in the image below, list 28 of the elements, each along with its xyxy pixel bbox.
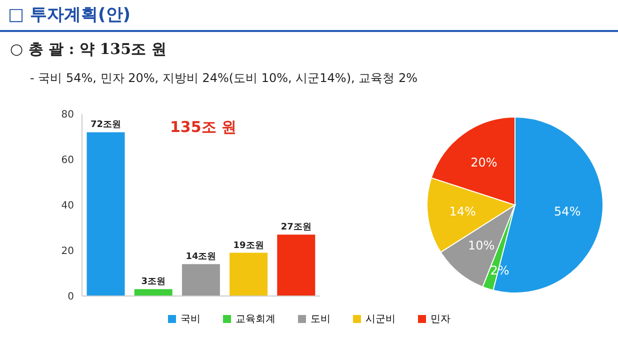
legend-label: 민자: [430, 313, 450, 326]
data-label: 14%: [449, 204, 476, 219]
chart-title: □ 투자계획(안): [8, 4, 131, 26]
y-tick-label: 20: [61, 246, 74, 258]
y-tick-label: 0: [68, 292, 74, 303]
y-tick-label: 40: [61, 200, 74, 212]
legend-label: 시군비: [364, 313, 396, 326]
bar: [277, 234, 316, 296]
annotation: 135조 원: [170, 118, 237, 137]
data-label: 3조원: [141, 277, 166, 288]
bar: [134, 289, 172, 296]
legend-label: 도비: [310, 313, 330, 326]
bar: [230, 252, 268, 296]
bar: [182, 264, 220, 296]
data-label: 20%: [470, 155, 498, 170]
data-label: 54%: [554, 204, 581, 219]
data-label: 27조원: [280, 222, 312, 233]
data-label: 72조원: [90, 120, 122, 130]
y-tick-label: 60: [61, 155, 74, 166]
data-label: 10%: [468, 238, 495, 253]
text: - 국비 54%, 민자 20%, 지방비 24%(도비 10%, 시군14%), 교육청 2%: [30, 70, 418, 87]
data-label: 19조원: [233, 240, 264, 251]
legend-label: 교육회계: [234, 313, 276, 326]
bar: [86, 132, 125, 296]
chart-subtitle: ○ 총 괄 : 약 135조 원: [10, 40, 166, 59]
data-label: 14조원: [186, 252, 216, 262]
legend-label: 국비: [180, 313, 200, 326]
y-tick-label: 80: [61, 110, 74, 121]
